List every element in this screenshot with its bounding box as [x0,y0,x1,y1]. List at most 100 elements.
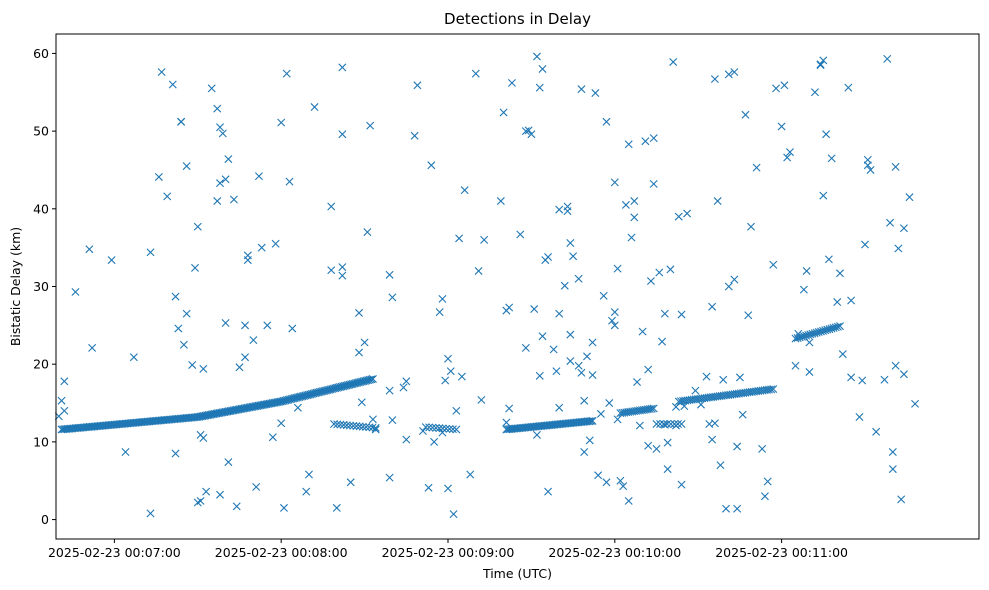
track-point [351,379,360,388]
detection-point [224,458,233,467]
detection-point [524,126,533,135]
track-point [342,421,351,430]
detection-point [816,61,825,70]
detection-point [249,336,258,345]
detection-point [613,415,622,424]
detection-point [827,154,836,163]
detection-point [207,84,216,93]
detection-point [199,364,208,373]
detection-point [466,470,475,479]
detection-point [580,396,589,405]
detection-point [644,441,653,450]
detection-point [891,162,900,171]
track-point [281,396,290,405]
detection-point [455,234,464,243]
detection-point [805,338,814,347]
detection-point [171,292,180,301]
detection-point [444,484,452,493]
y-axis-label: Bistatic Delay (km) [8,227,23,346]
detection-point [724,70,733,79]
track-point [317,387,326,396]
detection-point [544,487,553,496]
detection-point [368,415,377,424]
detection-point [883,54,892,63]
detection-point [610,308,619,317]
detection-point [505,303,514,312]
detection-point [635,421,644,430]
detection-point [224,155,233,164]
detection-point [121,447,130,456]
detection-point [663,465,672,474]
detection-point [129,353,138,362]
detection-point [674,212,683,221]
detection-point [527,130,536,139]
detection-point [880,375,889,384]
detection-point [157,68,166,77]
plot-frame [55,33,980,540]
detection-point [594,471,603,480]
detection-point [302,487,311,496]
track-point [358,422,367,431]
track-point [769,385,778,394]
detection-point [591,89,600,98]
detection-point [566,330,575,339]
detection-point [769,260,778,269]
track-point [334,383,343,392]
track-point [325,385,334,394]
detection-point [858,376,867,385]
detection-point [538,332,547,341]
track-point [352,422,361,431]
track-point [304,390,313,399]
detection-point [641,137,650,146]
track-point [767,385,776,394]
detection-point [243,256,252,265]
track-point [371,423,380,432]
detection-point [532,430,541,439]
detection-point [888,465,897,474]
detection-point [477,395,486,404]
track-point [276,397,285,406]
detection-point [332,503,341,512]
detection-point [213,197,222,206]
detection-point [666,265,675,274]
track-point [350,379,359,388]
detection-point [819,191,828,200]
track-point [586,417,595,426]
detection-point [202,487,211,496]
detection-point [588,338,597,347]
track-point [421,423,430,432]
detection-point [530,305,539,314]
detection-point [583,352,591,361]
detection-point [174,324,183,333]
detection-point [649,179,658,188]
detection-point [780,81,789,90]
detection-point [724,282,733,291]
x-tick-label: 2025-02-23 00:11:00 [715,545,848,560]
detection-point [671,421,680,430]
detection-point [388,293,397,302]
detection-point [107,256,116,265]
detection-point [624,496,633,505]
detection-point [285,177,294,186]
detection-point [616,476,625,485]
detection-point [385,386,394,395]
track-point [349,421,358,430]
detection-point [279,503,288,512]
detection-point [794,329,803,338]
detection-point [327,266,336,275]
detection-point [785,148,794,157]
detection-point [733,504,742,513]
track-point [278,397,287,406]
detection-point [866,165,875,174]
track-point [362,423,371,431]
track-point [309,389,318,398]
detection-point [338,63,347,72]
track-point [323,386,332,395]
detection-point [730,275,739,284]
detection-point [218,129,227,138]
detection-point [413,81,422,90]
track-point [307,389,316,398]
detection-point [691,386,700,395]
track-point [353,378,362,387]
